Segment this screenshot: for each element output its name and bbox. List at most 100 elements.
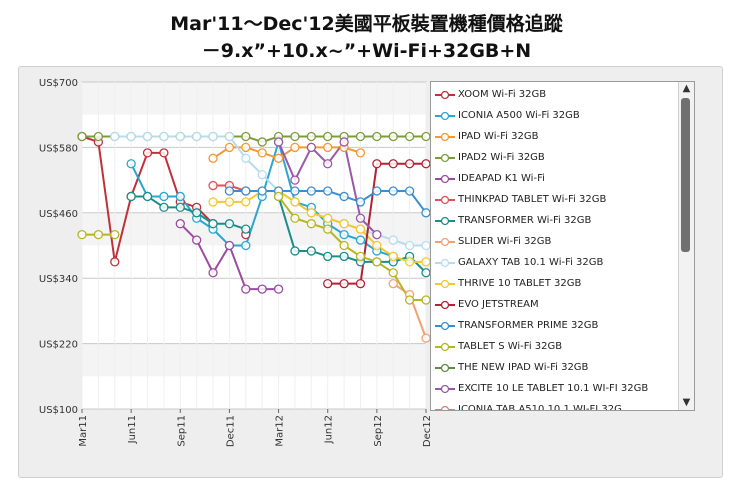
- data-point[interactable]: [306, 142, 316, 153]
- data-point[interactable]: [142, 148, 153, 158]
- data-point[interactable]: [257, 169, 267, 180]
- data-point[interactable]: [339, 240, 349, 251]
- data-point[interactable]: [290, 213, 300, 223]
- data-point[interactable]: [306, 131, 316, 142]
- data-point[interactable]: [388, 268, 398, 278]
- data-point[interactable]: [339, 229, 349, 240]
- data-point[interactable]: [224, 131, 235, 142]
- data-point[interactable]: [257, 186, 267, 196]
- legend-item[interactable]: THINKPAD TABLET Wi-Fi 32GB: [431, 190, 676, 211]
- data-point[interactable]: [110, 131, 120, 142]
- data-point[interactable]: [355, 197, 366, 207]
- data-point[interactable]: [290, 175, 300, 185]
- data-point[interactable]: [241, 224, 251, 234]
- legend-item[interactable]: ICONIA TAB A510 10.1 WI-FI 32G: [431, 400, 676, 410]
- data-point[interactable]: [273, 137, 284, 147]
- data-point[interactable]: [273, 191, 284, 202]
- data-point[interactable]: [323, 186, 333, 196]
- data-point[interactable]: [339, 278, 349, 289]
- data-point[interactable]: [224, 142, 235, 153]
- data-point[interactable]: [355, 278, 366, 289]
- legend-item[interactable]: THE NEW IPAD Wi-Fi 32GB: [431, 358, 676, 379]
- data-point[interactable]: [421, 333, 431, 343]
- data-point[interactable]: [323, 159, 333, 169]
- data-point[interactable]: [339, 191, 349, 202]
- data-point[interactable]: [323, 278, 333, 289]
- data-point[interactable]: [388, 278, 398, 289]
- data-point[interactable]: [355, 251, 366, 262]
- data-point[interactable]: [224, 240, 235, 251]
- data-point[interactable]: [159, 191, 169, 202]
- data-point[interactable]: [93, 131, 104, 142]
- data-point[interactable]: [421, 240, 431, 251]
- data-point[interactable]: [224, 186, 235, 196]
- data-point[interactable]: [142, 191, 153, 202]
- data-point[interactable]: [306, 186, 316, 196]
- legend-item[interactable]: IPAD Wi-Fi 32GB: [431, 127, 676, 148]
- data-point[interactable]: [404, 159, 415, 169]
- data-point[interactable]: [306, 208, 316, 218]
- data-point[interactable]: [241, 153, 251, 163]
- scroll-up-arrow-icon[interactable]: ▲: [682, 83, 691, 94]
- data-point[interactable]: [372, 229, 382, 240]
- data-point[interactable]: [372, 186, 382, 196]
- data-point[interactable]: [93, 229, 104, 240]
- legend-item[interactable]: IDEAPAD K1 Wi-Fi: [431, 169, 676, 190]
- data-point[interactable]: [159, 131, 169, 142]
- data-point[interactable]: [323, 213, 333, 223]
- data-point[interactable]: [224, 219, 235, 229]
- data-point[interactable]: [159, 202, 169, 213]
- data-point[interactable]: [175, 202, 185, 213]
- data-point[interactable]: [339, 137, 349, 147]
- legend-item[interactable]: TRANSFORMER PRIME 32GB: [431, 316, 676, 337]
- data-point[interactable]: [404, 257, 415, 267]
- legend-item[interactable]: THRIVE 10 TABLET 32GB: [431, 274, 676, 295]
- data-point[interactable]: [241, 284, 251, 294]
- data-point[interactable]: [241, 131, 251, 142]
- data-point[interactable]: [175, 219, 185, 229]
- data-point[interactable]: [323, 142, 333, 153]
- data-point[interactable]: [208, 153, 218, 163]
- data-point[interactable]: [323, 131, 333, 142]
- data-point[interactable]: [175, 191, 185, 202]
- data-point[interactable]: [257, 284, 267, 294]
- data-point[interactable]: [355, 224, 366, 234]
- data-point[interactable]: [306, 219, 316, 229]
- legend-item[interactable]: TRANSFORMER Wi-Fi 32GB: [431, 211, 676, 232]
- data-point[interactable]: [388, 235, 398, 245]
- data-point[interactable]: [192, 235, 202, 245]
- data-point[interactable]: [77, 131, 87, 142]
- data-point[interactable]: [306, 246, 316, 256]
- data-point[interactable]: [404, 240, 415, 251]
- scroll-down-arrow-icon[interactable]: ▼: [682, 397, 691, 408]
- data-point[interactable]: [159, 148, 169, 158]
- legend-scrollbar[interactable]: ▲ ▼: [678, 82, 694, 410]
- data-point[interactable]: [404, 295, 415, 305]
- data-point[interactable]: [126, 159, 136, 169]
- data-point[interactable]: [421, 159, 431, 169]
- legend-item[interactable]: XOOM Wi-Fi 32GB: [431, 85, 676, 106]
- data-point[interactable]: [421, 295, 431, 305]
- data-point[interactable]: [126, 191, 136, 202]
- data-point[interactable]: [372, 257, 382, 267]
- data-point[interactable]: [355, 148, 366, 158]
- data-point[interactable]: [224, 197, 235, 207]
- data-point[interactable]: [421, 257, 431, 267]
- data-point[interactable]: [175, 131, 185, 142]
- data-point[interactable]: [355, 235, 366, 245]
- data-point[interactable]: [208, 268, 218, 278]
- data-point[interactable]: [273, 284, 284, 294]
- data-point[interactable]: [273, 153, 284, 163]
- legend-item[interactable]: IPAD2 Wi-Fi 32GB: [431, 148, 676, 169]
- data-point[interactable]: [388, 131, 398, 142]
- data-point[interactable]: [257, 148, 267, 158]
- legend-item[interactable]: TABLET S Wi-Fi 32GB: [431, 337, 676, 358]
- data-point[interactable]: [192, 208, 202, 218]
- data-point[interactable]: [110, 257, 120, 267]
- data-point[interactable]: [208, 219, 218, 229]
- data-point[interactable]: [421, 131, 431, 142]
- data-point[interactable]: [192, 131, 202, 142]
- legend-item[interactable]: GALAXY TAB 10.1 Wi-Fi 32GB: [431, 253, 676, 274]
- data-point[interactable]: [257, 137, 267, 147]
- legend-item[interactable]: EVO JETSTREAM: [431, 295, 676, 316]
